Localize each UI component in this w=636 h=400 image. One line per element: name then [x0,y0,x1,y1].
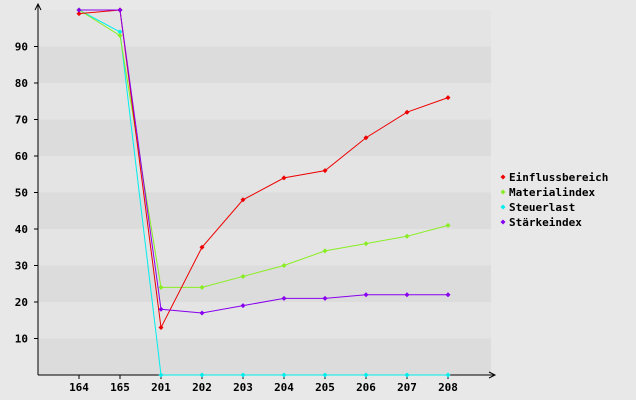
data-point [199,310,205,316]
data-point [404,109,410,115]
data-point [445,222,451,228]
data-point [240,197,246,203]
grid-band [38,156,491,193]
data-point [158,325,164,331]
data-point [363,241,369,247]
y-tick-label: 10 [15,333,28,346]
legend-marker [500,189,506,195]
data-point [404,233,410,239]
x-tick-label: 208 [438,381,458,394]
data-point [404,292,410,298]
data-point [281,175,287,181]
x-tick-label: 207 [397,381,417,394]
grid-band [38,338,491,375]
legend-marker [500,219,506,225]
data-point [445,95,451,101]
y-tick-label: 60 [15,150,28,163]
y-tick-label: 50 [15,187,28,200]
data-point [240,372,246,378]
data-point [199,372,205,378]
y-tick-label: 40 [15,223,28,236]
grid-band [38,10,491,47]
y-axis-arrow [34,2,42,11]
data-point [158,372,164,378]
data-point [322,168,328,174]
grid-band [38,302,491,339]
series-3 [76,7,451,316]
grid-band [38,83,491,120]
legend-marker [500,174,506,180]
data-point [281,263,287,268]
data-point [117,29,123,35]
series-line [78,9,449,330]
series-layer [76,7,451,378]
data-point [240,273,246,279]
x-tick-label: 164 [69,381,89,394]
data-point [199,284,205,290]
series-line [79,9,448,314]
data-point [445,372,451,378]
legend-label: Steuerlast [509,201,575,214]
data-point [117,7,123,13]
legend-marker [500,204,506,210]
data-point [158,284,164,290]
data-point [322,295,328,301]
data-point [117,33,123,39]
data-point [322,372,328,378]
series-line [78,9,448,376]
legend-label: Einflussbereich [509,171,608,184]
grid-band [38,46,491,83]
data-point [363,135,369,141]
y-axis: 10 20 30 40 50 60 70 80 90 [15,2,42,375]
grid-band [38,192,491,229]
x-tick-label: 201 [151,381,171,394]
data-point [76,7,82,13]
x-tick-label: 204 [274,381,294,394]
grid-band [38,265,491,302]
data-point [281,372,287,378]
x-tick-label: 202 [192,381,212,394]
y-tick-label: 20 [15,296,28,309]
x-tick-label: 203 [233,381,253,394]
x-tick-label: 206 [356,381,376,394]
x-tick-label: 165 [110,381,130,394]
x-axis-arrow [488,371,497,379]
data-point [76,11,82,17]
data-point [158,306,164,312]
legend: Einflussbereich Materialindex Steuerlast St… [500,171,608,229]
data-point [199,244,205,250]
grid-bands [38,10,491,375]
legend-label: Stärkeindex [509,216,582,229]
data-point [240,303,246,309]
data-point [404,372,410,378]
data-point [281,295,287,301]
y-tick-label: 70 [15,114,28,127]
x-tick-label: 205 [315,381,335,394]
legend-label: Materialindex [509,186,595,199]
data-point [322,248,328,254]
y-tick-label: 80 [15,77,28,90]
y-tick-label: 30 [15,260,28,273]
grid-band [38,229,491,266]
grid-band [38,119,491,156]
data-point [363,372,369,378]
y-tick-label: 90 [15,41,28,54]
series-0 [76,7,451,331]
data-point [363,292,369,298]
data-point [445,292,451,298]
